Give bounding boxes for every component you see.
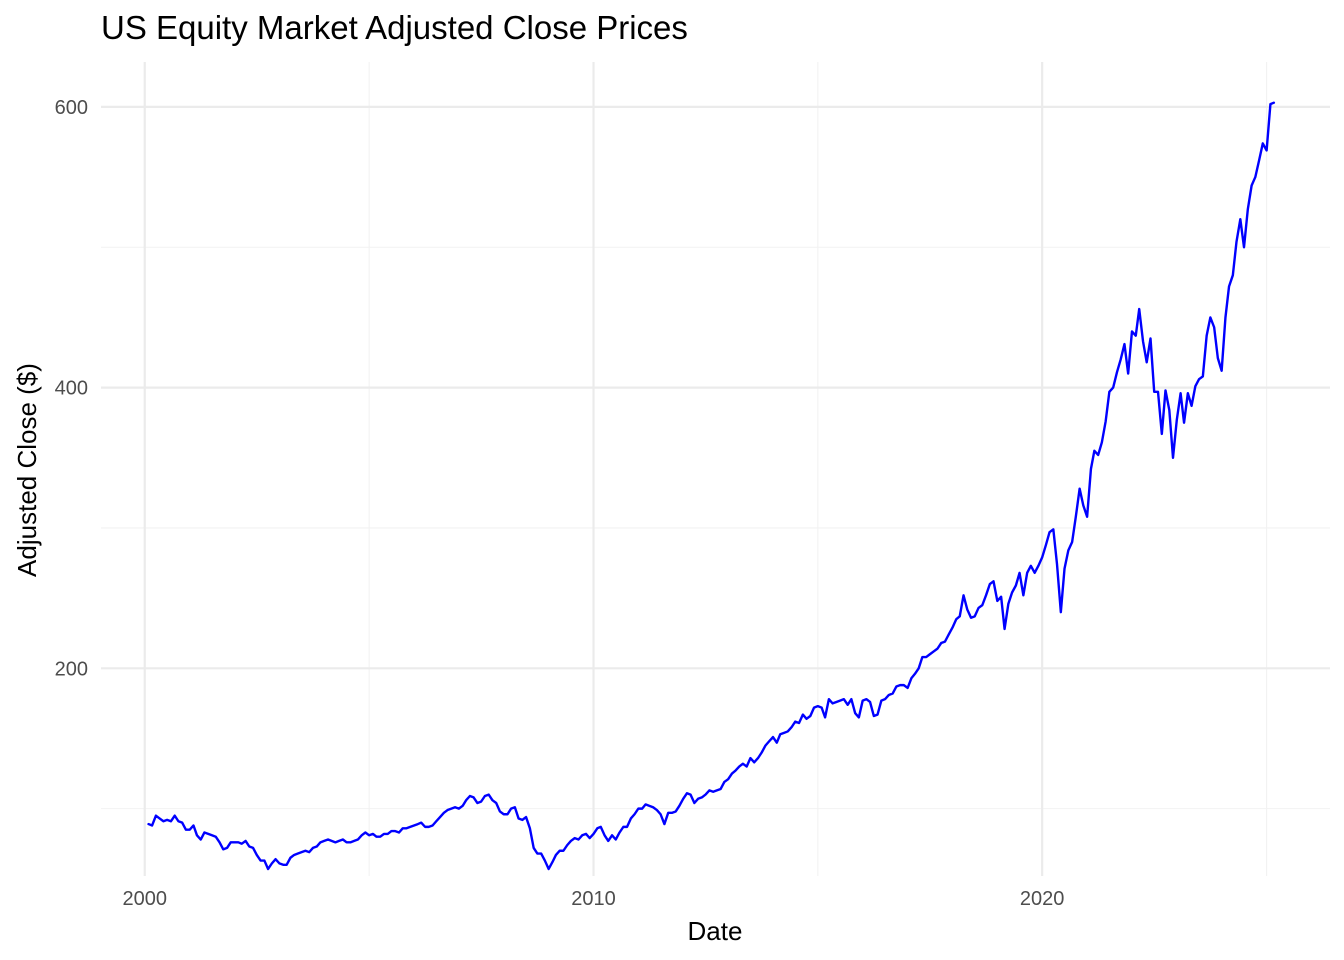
y-tick-label: 200 [55,658,88,680]
x-axis-title: Date [688,916,743,946]
x-tick-label: 2010 [571,888,616,910]
y-axis-tick-labels: 200 400 600 [55,97,88,680]
series-line-adjusted-close [147,101,1276,871]
x-axis-tick-labels: 2000 2010 2020 [122,888,1064,910]
major-grid-x [143,62,1044,876]
major-grid-y [101,105,1330,670]
y-tick-label: 600 [55,97,88,119]
y-axis-title: Adjusted Close ($) [12,363,42,577]
plot-panel [101,62,1330,876]
y-tick-label: 400 [55,378,88,400]
x-tick-label: 2000 [122,888,167,910]
x-tick-label: 2020 [1020,888,1065,910]
chart-title: US Equity Market Adjusted Close Prices [101,9,688,46]
minor-grid-y [101,246,1330,810]
minor-grid-x [368,62,1268,876]
